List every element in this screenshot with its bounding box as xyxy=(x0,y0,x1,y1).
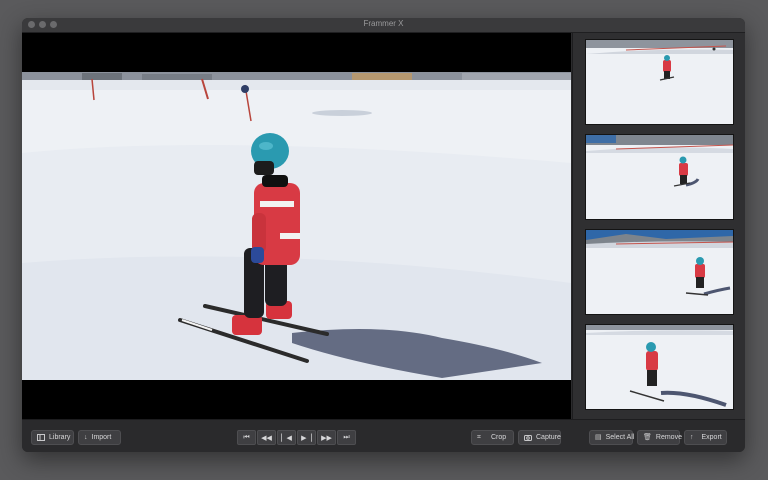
video-viewer[interactable] xyxy=(22,33,571,419)
import-button[interactable]: ↓ Import xyxy=(78,430,121,445)
library-button[interactable]: Library xyxy=(31,430,74,445)
remove-button-label: Remove xyxy=(655,434,682,441)
close-window-button[interactable] xyxy=(28,21,35,28)
step-forward-icon: ▶▕ xyxy=(301,434,312,442)
bottom-toolbar: Library ↓ Import ⏮ ◀◀ ▏◀ ▶▕ ▶▶ ⏭ ⌗ Crop … xyxy=(22,419,745,452)
frame-thumbnail[interactable] xyxy=(585,39,734,125)
crop-icon: ⌗ xyxy=(477,434,481,441)
frame-thumbnail[interactable] xyxy=(585,324,734,410)
select-all-icon: ▤ xyxy=(595,434,602,441)
skip-to-start-button[interactable]: ⏮ xyxy=(237,430,256,445)
crop-button-label: Crop xyxy=(490,434,507,441)
skip-to-end-button[interactable]: ⏭ xyxy=(337,430,356,445)
capture-button[interactable]: Capture xyxy=(518,430,561,445)
zoom-window-button[interactable] xyxy=(50,21,57,28)
main-frame-image xyxy=(22,33,571,419)
frame-thumbnail[interactable] xyxy=(585,134,734,220)
import-button-label: Import xyxy=(91,434,112,441)
captured-frames-panel xyxy=(572,33,745,419)
step-back-button[interactable]: ▏◀ xyxy=(277,430,296,445)
skip-start-icon: ⏮ xyxy=(243,433,250,441)
fast-forward-button[interactable]: ▶▶ xyxy=(317,430,336,445)
library-button-label: Library xyxy=(49,434,71,441)
skip-end-icon: ⏭ xyxy=(343,433,350,441)
capture-button-label: Capture xyxy=(536,434,561,441)
camera-icon xyxy=(524,434,532,441)
select-all-button-label: Select All xyxy=(605,434,635,441)
export-button[interactable]: ↑ Export xyxy=(684,430,727,445)
export-button-label: Export xyxy=(701,434,722,441)
crop-button[interactable]: ⌗ Crop xyxy=(471,430,514,445)
minimize-window-button[interactable] xyxy=(39,21,46,28)
trash-icon: 🗑︎ xyxy=(643,434,652,441)
step-back-icon: ▏◀ xyxy=(281,434,292,442)
step-forward-button[interactable]: ▶▕ xyxy=(297,430,316,445)
fast-forward-icon: ▶▶ xyxy=(321,434,332,442)
select-all-button[interactable]: ▤ Select All xyxy=(589,430,635,445)
remove-button[interactable]: 🗑︎ Remove xyxy=(637,430,682,445)
rewind-icon: ◀◀ xyxy=(261,434,272,442)
download-arrow-icon: ↓ xyxy=(84,434,88,441)
upload-arrow-icon: ↑ xyxy=(690,434,694,441)
title-bar: Frammer X xyxy=(22,18,745,33)
window-title: Frammer X xyxy=(363,19,404,28)
rewind-button[interactable]: ◀◀ xyxy=(257,430,276,445)
window-controls xyxy=(28,21,57,28)
sidebar-icon xyxy=(37,434,45,441)
app-window: Frammer X xyxy=(22,18,745,452)
frame-thumbnail[interactable] xyxy=(585,229,734,315)
